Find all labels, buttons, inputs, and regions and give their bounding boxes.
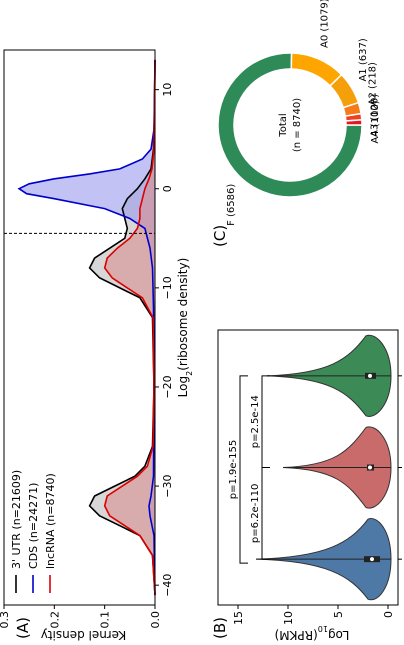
violin-median-0 <box>370 557 374 562</box>
legend-entry-0: 3' UTR (n=21609) <box>10 470 23 569</box>
y-tick-label: 10 <box>282 611 295 625</box>
donut-slice-1 <box>290 52 343 87</box>
legend-entry-1: CDS (n=24271) <box>27 483 40 569</box>
donut-label-4: A3 (120) <box>369 94 380 137</box>
significance-bracket-0 <box>261 467 270 560</box>
x-tick-label: −20 <box>161 375 174 398</box>
series-line-2 <box>103 59 156 596</box>
donut-center-title: Total <box>278 113 289 137</box>
panel-a-label: (A) <box>14 617 32 639</box>
y-tick-label: 0 <box>382 611 395 618</box>
series-line-0 <box>88 59 156 596</box>
p-value-label-0: p=6.2e-110 <box>250 484 261 543</box>
donut-label-3: A2 (218) <box>368 62 379 105</box>
x-tick-label: 0 <box>161 185 174 192</box>
violin-median-2 <box>368 373 372 378</box>
donut-slice-0 <box>217 52 363 198</box>
significance-bracket-1 <box>239 375 248 564</box>
donut-label-2: A1 (637) <box>358 38 369 81</box>
plot-frame <box>3 49 156 606</box>
legend-entry-2: lncRNA (n=8740) <box>44 473 57 569</box>
panel-a-kernel-density: (A) −40 −30 −20 −10 0 10 0.0 0.1 0.2 0.3 Log2(ribos… <box>0 49 194 642</box>
y-tick-label: 0.1 <box>99 611 112 629</box>
x-tick-label: −40 <box>161 574 174 597</box>
violin-median-1 <box>368 465 372 470</box>
x-tick-label: 10 <box>161 83 174 97</box>
x-tick-label: −10 <box>161 276 174 299</box>
x-axis-label: Log2(ribosome density) <box>176 258 194 398</box>
y-axis-label: Log10(RPKM) <box>275 625 350 643</box>
y-tick-label: 5 <box>332 611 345 618</box>
y-axis-label: Kernel density <box>41 628 127 642</box>
panel-b-violin: (B)051015Log10(RPKM)mRNARibo-associatedR… <box>211 329 402 643</box>
series-fill-1 <box>19 59 155 596</box>
donut-label-5: A4 (100) <box>370 100 381 143</box>
panel-c-donut: (C)F (6586) A0 (1079) A1 (637)A2 (218)A3 (… <box>211 0 381 247</box>
significance-bracket-2 <box>261 375 270 468</box>
series-line-1 <box>17 59 156 596</box>
x-tick-label: −30 <box>161 474 174 497</box>
y-tick-label: 0.3 <box>0 611 11 629</box>
donut-slice-5 <box>345 119 363 126</box>
series-fill-2 <box>104 59 155 596</box>
y-tick-label: 15 <box>232 611 245 625</box>
donut-center-total: (n = 8740) <box>292 98 303 152</box>
panel-b-label: (B) <box>211 617 229 639</box>
panel-c-label: (C) <box>211 225 229 247</box>
y-tick-label: 0.0 <box>149 611 162 629</box>
donut-label-1: A0 (1079) <box>319 0 330 48</box>
y-tick-label: 0.2 <box>48 611 61 629</box>
p-value-label-2: p=2.5e-14 <box>250 395 261 448</box>
p-value-label-1: p=1.9e-155 <box>228 440 239 499</box>
donut-label-0: F (6586) <box>226 184 237 226</box>
